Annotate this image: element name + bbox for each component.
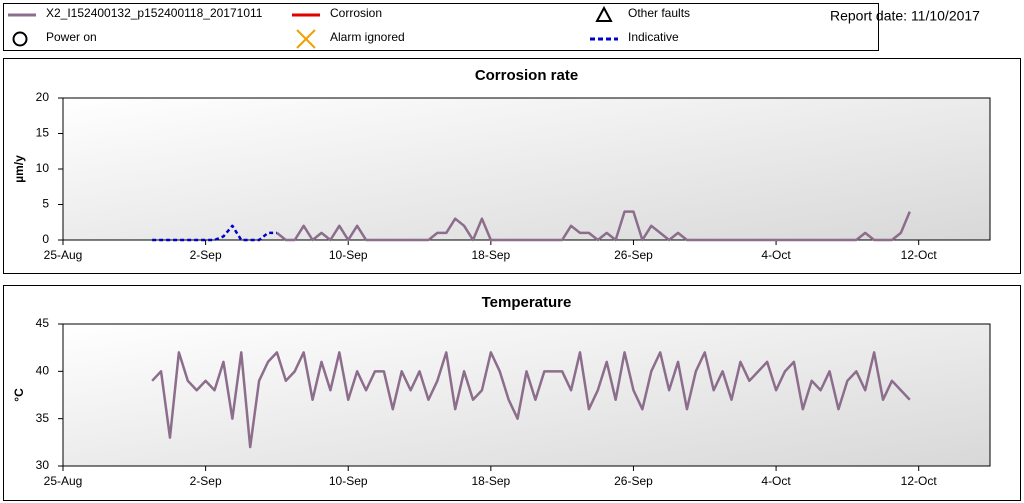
legend-label: X2_I152400132_p152400118_20171011 [46, 6, 263, 20]
x-tick-label: 10-Sep [329, 474, 368, 488]
legend-item: Corrosion [292, 6, 382, 20]
y-tick-label: 10 [36, 161, 50, 175]
y-tick-label: 45 [36, 316, 50, 330]
series-line [151, 351, 911, 449]
y-tick-label: 30 [36, 458, 50, 472]
legend-swatch [12, 31, 28, 47]
legend-item: X2_I152400132_p152400118_20171011 [8, 6, 263, 20]
x-tick-label: 18-Sep [471, 474, 510, 488]
y-axis-label: µm/y [12, 155, 26, 183]
y-tick-label: 5 [42, 197, 49, 211]
x-tick-label: 10-Sep [329, 248, 368, 262]
report-date: Report date: 11/10/2017 [830, 8, 980, 24]
chart-title: Temperature [482, 294, 572, 311]
legend-label: Corrosion [330, 6, 382, 20]
x-tick-label: 12-Oct [901, 474, 938, 488]
legend-swatch [595, 5, 613, 22]
x-tick-label: 2-Sep [190, 248, 222, 262]
y-tick-label: 15 [36, 126, 50, 140]
y-tick-label: 20 [36, 90, 50, 104]
series-line [276, 210, 911, 242]
legend-box [3, 3, 879, 51]
y-tick-label: 35 [36, 411, 50, 425]
x-tick-label: 26-Sep [614, 248, 653, 262]
legend-swatch [296, 29, 316, 49]
plot-area [62, 323, 991, 467]
x-tick-label: 12-Oct [901, 248, 938, 262]
x-tick-label: 25-Aug [44, 248, 83, 262]
legend-label: Other faults [628, 6, 690, 20]
y-tick-label: 40 [36, 364, 50, 378]
y-axis-label: °C [12, 388, 26, 402]
legend-item: Indicative [590, 30, 679, 44]
x-tick-label: 4-Oct [761, 474, 791, 488]
x-tick-label: 25-Aug [44, 474, 83, 488]
chart-title: Corrosion rate [475, 67, 578, 84]
legend-item: Power on [12, 30, 97, 47]
legend-item: Alarm ignored [296, 29, 405, 49]
legend-label: Power on [46, 30, 97, 44]
x-tick-label: 26-Sep [614, 474, 653, 488]
plot-area [62, 97, 991, 241]
legend-label: Alarm ignored [330, 30, 405, 44]
legend-label: Indicative [628, 30, 679, 44]
legend-item: Other faults [595, 5, 690, 22]
x-tick-label: 2-Sep [190, 474, 222, 488]
y-tick-label: 0 [42, 232, 49, 246]
x-tick-label: 4-Oct [761, 248, 791, 262]
x-tick-label: 18-Sep [471, 248, 510, 262]
